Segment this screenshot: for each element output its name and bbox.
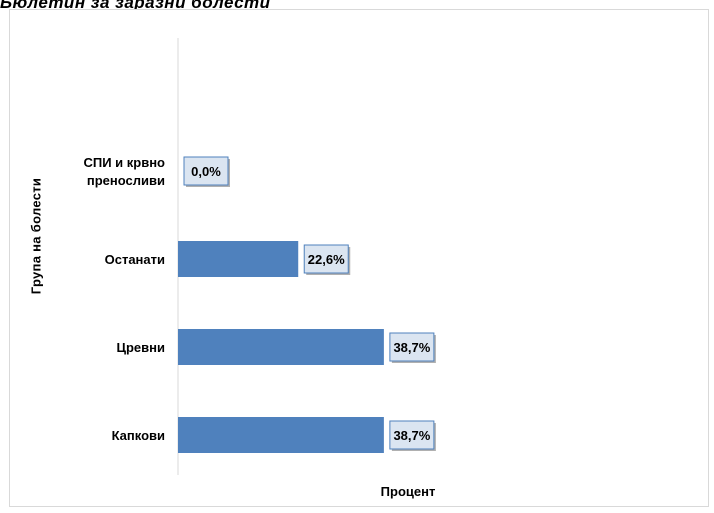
y-axis-title: Група на болести	[28, 177, 44, 295]
data-label-text-3: 38,7%	[393, 428, 430, 443]
category-label-line-1-0: Останати	[105, 252, 165, 267]
bars-group	[178, 241, 384, 453]
category-labels-group: СПИ и крвно преносливи Останати Цревни Капко…	[83, 155, 165, 443]
data-label-0: 0,0%	[183, 156, 230, 187]
data-label-2: 38,7%	[389, 332, 436, 363]
data-label-3: 38,7%	[389, 420, 436, 451]
data-label-box-3	[389, 420, 435, 450]
data-label-text-2: 38,7%	[393, 340, 430, 355]
bar-3	[178, 417, 384, 453]
cut-off-title-text: Бюлетин за заразни болести	[0, 0, 271, 9]
data-label-text-1: 22,6%	[308, 252, 345, 267]
category-label-line-2-0: Цревни	[116, 340, 165, 355]
data-label-1: 22,6%	[303, 244, 351, 275]
category-label-1: Останати	[105, 252, 165, 267]
category-label-0: СПИ и крвно преносливи	[83, 155, 165, 188]
chart-frame	[9, 9, 709, 507]
cut-off-title: Бюлетин за заразни болести	[0, 0, 714, 9]
category-label-2: Цревни	[116, 340, 165, 355]
bar-2	[178, 329, 384, 365]
category-label-line-0-1: преносливи	[87, 173, 165, 188]
data-label-box-1	[303, 244, 349, 274]
bar-1	[178, 241, 299, 277]
data-label-box-0	[183, 156, 229, 186]
data-label-box-2	[389, 332, 435, 362]
data-labels-group: 0,0% 22,6% 38,7% 38,7%	[183, 156, 436, 451]
category-label-line-0-0: СПИ и крвно	[83, 155, 165, 170]
x-axis-title: Процент	[380, 484, 436, 499]
category-label-3: Капкови	[112, 428, 165, 443]
category-label-line-3-0: Капкови	[112, 428, 165, 443]
data-label-text-0: 0,0%	[191, 164, 221, 179]
